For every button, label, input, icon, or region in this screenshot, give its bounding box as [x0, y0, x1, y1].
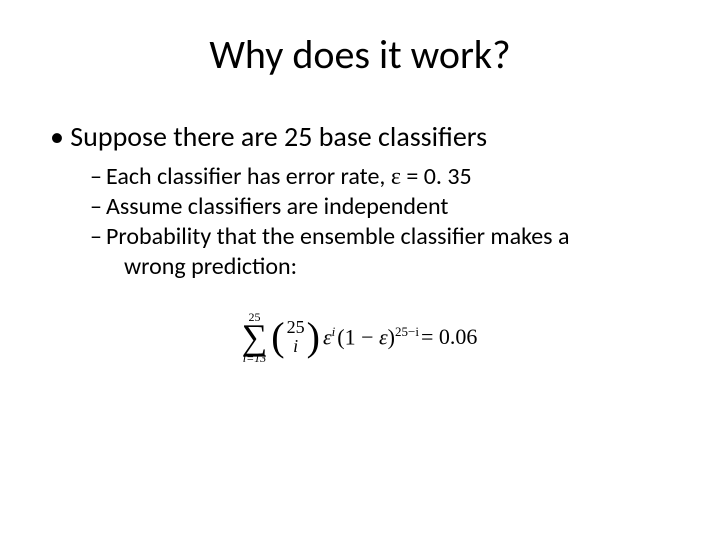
bullet-level2-c: –Probability that the ensemble classifie…: [90, 222, 680, 282]
epsilon-symbol: ε: [391, 164, 401, 190]
sigma-icon: ∑: [242, 323, 268, 352]
binomial-coefficient: ( 25 i ): [271, 318, 320, 358]
binom-k: i: [293, 337, 298, 357]
bullet-l2b-text: Assume classifiers are independent: [106, 192, 448, 221]
dash-icon: –: [90, 192, 106, 222]
summation-symbol: 25 ∑ i=13: [242, 311, 268, 364]
bullet-l2c-line1: Probability that the ensemble classifier…: [106, 222, 569, 251]
dash-icon: –: [90, 222, 106, 252]
one-minus-eps-term: (1 − ε)25−i: [337, 324, 419, 350]
dash-icon: –: [90, 162, 106, 192]
bullet-l2a-prefix: Each classifier has error rate,: [106, 162, 391, 191]
sum-lower-limit: i=13: [243, 352, 266, 364]
ensemble-error-formula: 25 ∑ i=13 ( 25 i ) εi (1 − ε)25−i = 0.06: [242, 311, 479, 364]
bullet-l2c-line2: wrong prediction:: [124, 252, 297, 281]
bullet-level1: Suppose there are 25 base classifiers: [50, 119, 680, 154]
binom-n: 25: [287, 318, 305, 338]
bullet-level2-a: –Each classifier has error rate, ε = 0. …: [90, 162, 680, 192]
left-paren-icon: (: [271, 321, 284, 353]
epsilon-power-i: εi: [323, 324, 335, 350]
bullet-l1-text: Suppose there are 25 base classifiers: [70, 119, 487, 154]
slide-title: Why does it work?: [40, 30, 680, 79]
bullet-level2-b: –Assume classifiers are independent: [90, 192, 680, 222]
equals-result: = 0.06: [421, 324, 477, 350]
slide-container: Why does it work? Suppose there are 25 b…: [0, 0, 720, 540]
right-paren-icon: ): [307, 321, 320, 353]
bullet-l2a-suffix: = 0. 35: [401, 162, 472, 191]
formula-container: 25 ∑ i=13 ( 25 i ) εi (1 − ε)25−i = 0.06: [40, 307, 680, 364]
